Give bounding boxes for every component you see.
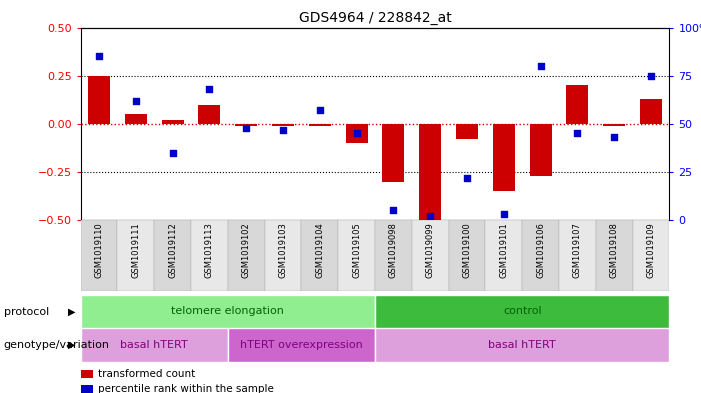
Text: genotype/variation: genotype/variation bbox=[4, 340, 109, 350]
Text: GSM1019101: GSM1019101 bbox=[499, 222, 508, 278]
Point bbox=[388, 208, 399, 214]
Point bbox=[498, 211, 510, 217]
Text: GSM1019099: GSM1019099 bbox=[426, 222, 435, 278]
Bar bbox=[161, 120, 184, 124]
Bar bbox=[412, 220, 449, 291]
Bar bbox=[375, 295, 669, 328]
Title: GDS4964 / 228842_at: GDS4964 / 228842_at bbox=[299, 11, 451, 25]
Text: percentile rank within the sample: percentile rank within the sample bbox=[98, 384, 274, 393]
Point bbox=[535, 63, 546, 69]
Text: hTERT overexpression: hTERT overexpression bbox=[240, 340, 363, 350]
Point bbox=[425, 213, 436, 219]
Text: GSM1019112: GSM1019112 bbox=[168, 222, 177, 278]
Bar bbox=[81, 328, 228, 362]
Text: basal hTERT: basal hTERT bbox=[121, 340, 188, 350]
Bar bbox=[236, 124, 257, 126]
Bar bbox=[191, 220, 228, 291]
Text: telomere elongation: telomere elongation bbox=[171, 307, 285, 316]
Text: GSM1019107: GSM1019107 bbox=[573, 222, 582, 278]
Bar bbox=[228, 220, 265, 291]
Point bbox=[351, 130, 362, 136]
Bar bbox=[81, 220, 118, 291]
Bar bbox=[559, 220, 596, 291]
Point bbox=[314, 107, 325, 114]
Text: ▶: ▶ bbox=[68, 307, 76, 317]
Bar bbox=[125, 114, 147, 124]
Bar bbox=[522, 220, 559, 291]
Text: GSM1019105: GSM1019105 bbox=[352, 222, 361, 278]
Bar bbox=[603, 124, 625, 126]
Text: GSM1019103: GSM1019103 bbox=[278, 222, 287, 278]
Point bbox=[204, 86, 215, 92]
Bar bbox=[493, 124, 515, 191]
Text: GSM1019098: GSM1019098 bbox=[389, 222, 398, 278]
Point bbox=[240, 125, 252, 131]
Bar bbox=[154, 220, 191, 291]
Point bbox=[461, 174, 472, 181]
Text: control: control bbox=[503, 307, 542, 316]
Text: GSM1019104: GSM1019104 bbox=[315, 222, 325, 278]
Text: GSM1019111: GSM1019111 bbox=[131, 222, 140, 278]
Bar bbox=[456, 124, 478, 139]
Bar bbox=[81, 295, 375, 328]
Point bbox=[608, 134, 620, 140]
Point bbox=[167, 150, 178, 156]
Point bbox=[646, 72, 657, 79]
Bar bbox=[529, 124, 552, 176]
Bar bbox=[338, 220, 375, 291]
Text: GSM1019100: GSM1019100 bbox=[463, 222, 472, 278]
Bar bbox=[301, 220, 338, 291]
Point bbox=[130, 97, 142, 104]
Bar bbox=[265, 220, 301, 291]
Bar bbox=[596, 220, 632, 291]
Text: GSM1019108: GSM1019108 bbox=[610, 222, 619, 278]
Bar bbox=[375, 220, 412, 291]
Bar bbox=[118, 220, 154, 291]
Text: ▶: ▶ bbox=[68, 340, 76, 350]
Bar bbox=[375, 328, 669, 362]
Bar bbox=[228, 328, 375, 362]
Bar bbox=[88, 75, 110, 124]
Text: basal hTERT: basal hTERT bbox=[489, 340, 556, 350]
Bar bbox=[272, 124, 294, 126]
Point bbox=[93, 53, 104, 59]
Text: GSM1019109: GSM1019109 bbox=[646, 222, 655, 278]
Bar bbox=[566, 85, 588, 124]
Text: protocol: protocol bbox=[4, 307, 49, 317]
Bar bbox=[485, 220, 522, 291]
Bar bbox=[640, 99, 662, 124]
Bar bbox=[632, 220, 669, 291]
Point bbox=[278, 127, 289, 133]
Bar bbox=[419, 124, 442, 220]
Bar bbox=[198, 105, 221, 124]
Bar bbox=[449, 220, 485, 291]
Point bbox=[572, 130, 583, 136]
Bar bbox=[383, 124, 404, 182]
Text: GSM1019113: GSM1019113 bbox=[205, 222, 214, 278]
Bar bbox=[346, 124, 367, 143]
Bar bbox=[308, 124, 331, 126]
Text: transformed count: transformed count bbox=[98, 369, 196, 379]
Text: GSM1019102: GSM1019102 bbox=[242, 222, 251, 278]
Text: GSM1019110: GSM1019110 bbox=[95, 222, 104, 278]
Text: GSM1019106: GSM1019106 bbox=[536, 222, 545, 278]
